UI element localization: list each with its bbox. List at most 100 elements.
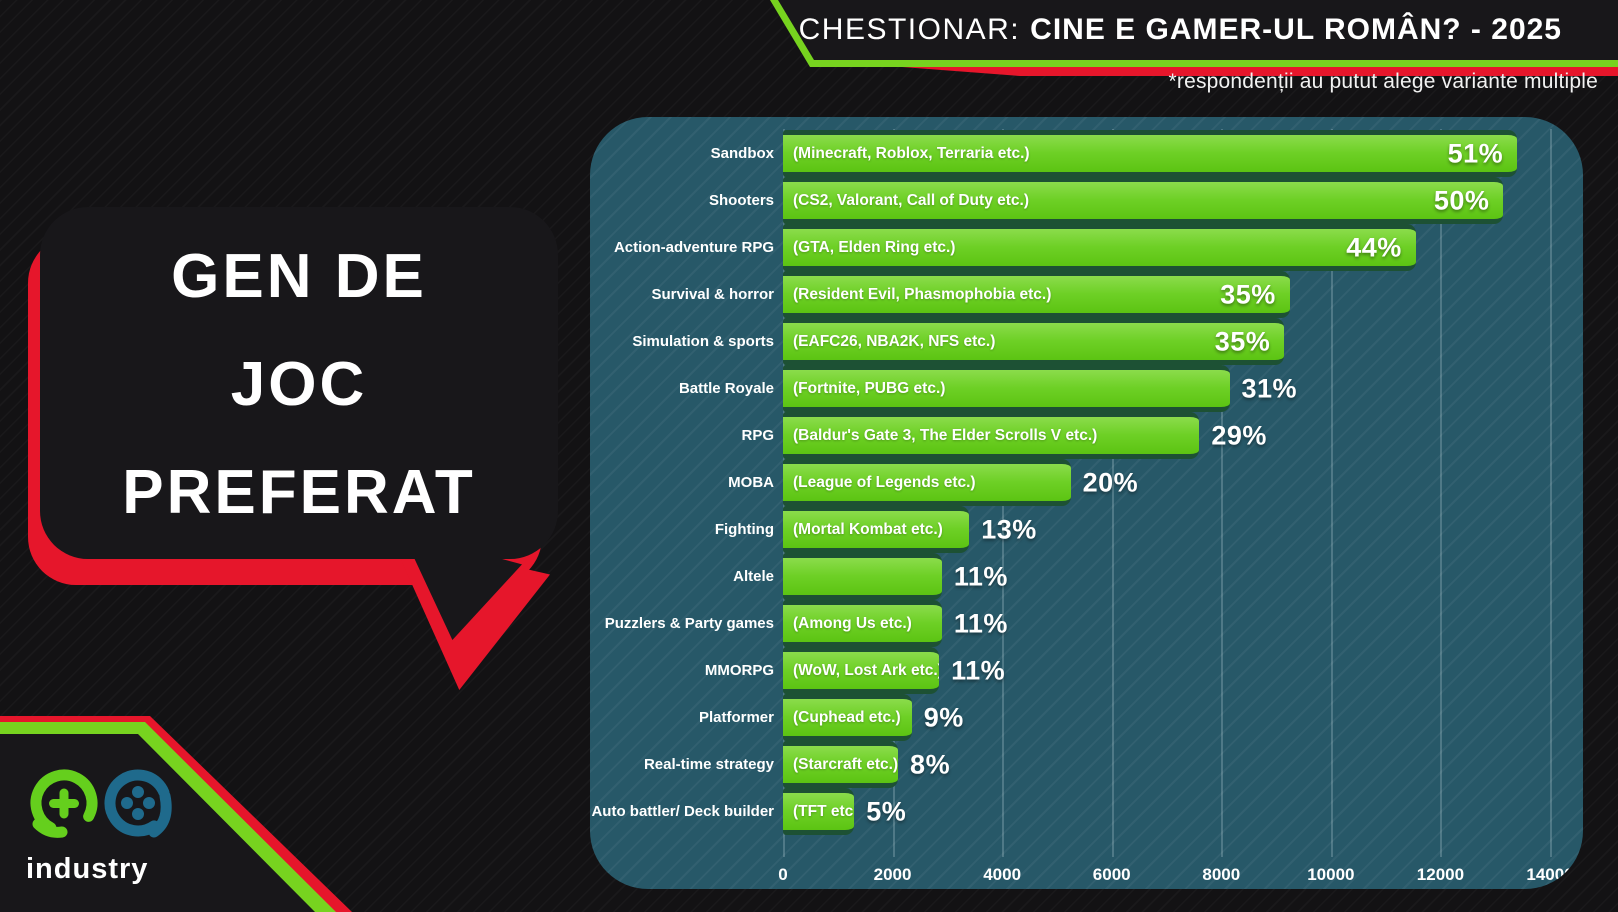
bar-description: (Mortal Kombat etc.) bbox=[793, 520, 943, 538]
category-label: Simulation & sports bbox=[632, 332, 774, 350]
x-tick-label: 2000 bbox=[873, 865, 912, 884]
bar-row: Puzzlers & Party games (Among Us etc.) 11% bbox=[590, 600, 1583, 647]
x-axis: 0 2000 4000 6000 8000 10000 12000 14000 bbox=[778, 865, 1573, 889]
bar: (CS2, Valorant, Call of Duty etc.) bbox=[783, 177, 1504, 224]
bar-row: Simulation & sports (EAFC26, NBA2K, NFS e… bbox=[590, 318, 1583, 365]
bar: (GTA, Elden Ring etc.) bbox=[783, 224, 1416, 271]
bar-description: (Resident Evil, Phasmophobia etc.) bbox=[793, 285, 1052, 303]
bar-description: (TFT etc.) bbox=[793, 802, 854, 820]
gridline bbox=[1550, 129, 1552, 857]
bar-percent-label: 8% bbox=[910, 749, 951, 779]
bar-percent-label: 11% bbox=[953, 561, 1008, 591]
bar-percent-label: 35% bbox=[1220, 279, 1276, 309]
category-label: Action-adventure RPG bbox=[613, 238, 774, 256]
bar-row: MOBA (League of Legends etc.) 20% bbox=[590, 459, 1583, 506]
bar-chart-panel: Sandbox (Minecraft, Roblox, Terraria etc.… bbox=[590, 117, 1583, 889]
category-label: Auto battler/ Deck builder bbox=[591, 802, 774, 820]
bar-percent-label: 9% bbox=[923, 702, 964, 732]
bar-description: (Baldur's Gate 3, The Elder Scrolls V et… bbox=[793, 426, 1098, 444]
bar-zone: (Starcraft etc.) 8% bbox=[783, 741, 1583, 788]
bar-zone: (Cuphead etc.) 9% bbox=[783, 694, 1583, 741]
bar-description: (Starcraft etc.) bbox=[793, 755, 899, 773]
bar: (EAFC26, NBA2K, NFS etc.) bbox=[783, 318, 1285, 365]
bar-zone: (TFT etc.) 5% bbox=[783, 788, 1583, 835]
bar: (Among Us etc.) bbox=[783, 600, 942, 647]
bar-description: (CS2, Valorant, Call of Duty etc.) bbox=[793, 191, 1029, 209]
category-label: Altele bbox=[733, 567, 774, 585]
bar-description: (Cuphead etc.) bbox=[793, 708, 901, 726]
eg-logo-icon bbox=[30, 769, 172, 838]
x-tick-label: 0 bbox=[778, 865, 788, 884]
bar-zone: (WoW, Lost Ark etc.) 11% bbox=[783, 647, 1583, 694]
category-label: Shooters bbox=[708, 191, 774, 209]
x-tick-label: 14000 bbox=[1526, 865, 1574, 884]
category-label: MOBA bbox=[728, 473, 774, 491]
bar-percent-label: 29% bbox=[1211, 420, 1267, 450]
logo-g-gamepad-icon bbox=[104, 769, 172, 838]
bar-zone: 11% bbox=[783, 553, 1583, 600]
bar-percent-label: 51% bbox=[1447, 138, 1504, 168]
bar: (TFT etc.) bbox=[783, 788, 855, 835]
bar-row: Auto battler/ Deck builder (TFT etc.) 5% bbox=[590, 788, 1583, 835]
category-label: MMORPG bbox=[704, 661, 774, 679]
bar-percent-label: 20% bbox=[1082, 467, 1139, 497]
bar-row: Shooters (CS2, Valorant, Call of Duty etc… bbox=[590, 177, 1583, 224]
bar: (Mortal Kombat etc.) bbox=[783, 506, 970, 553]
bar-row: Altele 11% bbox=[590, 553, 1583, 600]
category-label: Puzzlers & Party games bbox=[604, 614, 774, 632]
gridline bbox=[1330, 129, 1333, 857]
bar-zone: (Resident Evil, Phasmophobia etc.) 35% bbox=[783, 271, 1583, 318]
bar-description: (Minecraft, Roblox, Terraria etc.) bbox=[793, 144, 1030, 162]
x-tick-label: 8000 bbox=[1202, 865, 1241, 884]
bar-row: Fighting (Mortal Kombat etc.) 13% bbox=[590, 506, 1583, 553]
bar-zone: (League of Legends etc.) 20% bbox=[783, 459, 1583, 506]
bar: (Minecraft, Roblox, Terraria etc.) bbox=[783, 130, 1518, 177]
bar-description: (EAFC26, NBA2K, NFS etc.) bbox=[793, 332, 996, 350]
bar-description: (Among Us etc.) bbox=[793, 614, 912, 632]
bar: (Resident Evil, Phasmophobia etc.) bbox=[783, 271, 1290, 318]
bar-percent-label: 35% bbox=[1214, 326, 1271, 356]
bar-row: Real-time strategy (Starcraft etc.) 8% bbox=[590, 741, 1583, 788]
chart-title-line-2: JOC bbox=[230, 350, 368, 419]
bar: (Fortnite, PUBG etc.) bbox=[783, 365, 1230, 412]
x-tick-label: 6000 bbox=[1092, 865, 1131, 884]
bar-zone: (CS2, Valorant, Call of Duty etc.) 50% bbox=[783, 177, 1583, 224]
bar-zone: (Minecraft, Roblox, Terraria etc.) 51% bbox=[783, 130, 1583, 177]
category-label: Fighting bbox=[714, 520, 774, 538]
bar: (Starcraft etc.) bbox=[783, 741, 899, 788]
bar-percent-label: 31% bbox=[1241, 373, 1298, 403]
chart-title-bubble: GEN DE JOC PREFERAT bbox=[40, 207, 558, 559]
bar-row: Survival & horror (Resident Evil, Phasmop… bbox=[590, 271, 1583, 318]
gridline bbox=[1111, 129, 1114, 857]
bar-percent-label: 13% bbox=[981, 514, 1037, 544]
gridline bbox=[1440, 129, 1443, 857]
chart-title-line-1: GEN DE bbox=[171, 242, 427, 311]
bar-zone: (Mortal Kombat etc.) 13% bbox=[783, 506, 1583, 553]
bar: (League of Legends etc.) bbox=[783, 459, 1071, 506]
category-label: Real-time strategy bbox=[643, 755, 774, 773]
bar-description: (League of Legends etc.) bbox=[793, 473, 976, 491]
logo-e-plus-icon bbox=[30, 769, 98, 838]
bar: (Baldur's Gate 3, The Elder Scrolls V et… bbox=[783, 412, 1200, 459]
bar-percent-label: 5% bbox=[866, 796, 907, 826]
category-label: Battle Royale bbox=[678, 379, 774, 397]
header-title: CINE E GAMER-UL ROMÂN? - 2025 bbox=[1030, 13, 1562, 46]
bar-row: Platformer (Cuphead etc.) 9% bbox=[590, 694, 1583, 741]
brand-logo: industry bbox=[26, 766, 216, 886]
x-tick-label: 4000 bbox=[983, 865, 1022, 884]
category-label: Sandbox bbox=[710, 144, 774, 162]
bar-zone: (EAFC26, NBA2K, NFS etc.) 35% bbox=[783, 318, 1583, 365]
bar-zone: (Baldur's Gate 3, The Elder Scrolls V et… bbox=[783, 412, 1583, 459]
category-label: Platformer bbox=[698, 708, 774, 726]
bar-percent-label: 50% bbox=[1433, 185, 1490, 215]
gridline bbox=[1221, 129, 1224, 857]
bar-row: MMORPG (WoW, Lost Ark etc.) 11% bbox=[590, 647, 1583, 694]
category-label: RPG bbox=[741, 426, 774, 444]
bar-description: (Fortnite, PUBG etc.) bbox=[793, 379, 946, 397]
bar-row: Action-adventure RPG (GTA, Elden Ring etc… bbox=[590, 224, 1583, 271]
bar-description: (WoW, Lost Ark etc.) bbox=[793, 661, 940, 679]
x-tick-label: 12000 bbox=[1416, 865, 1465, 884]
bar-percent-label: 44% bbox=[1346, 232, 1402, 262]
bar-description: (GTA, Elden Ring etc.) bbox=[793, 238, 956, 256]
